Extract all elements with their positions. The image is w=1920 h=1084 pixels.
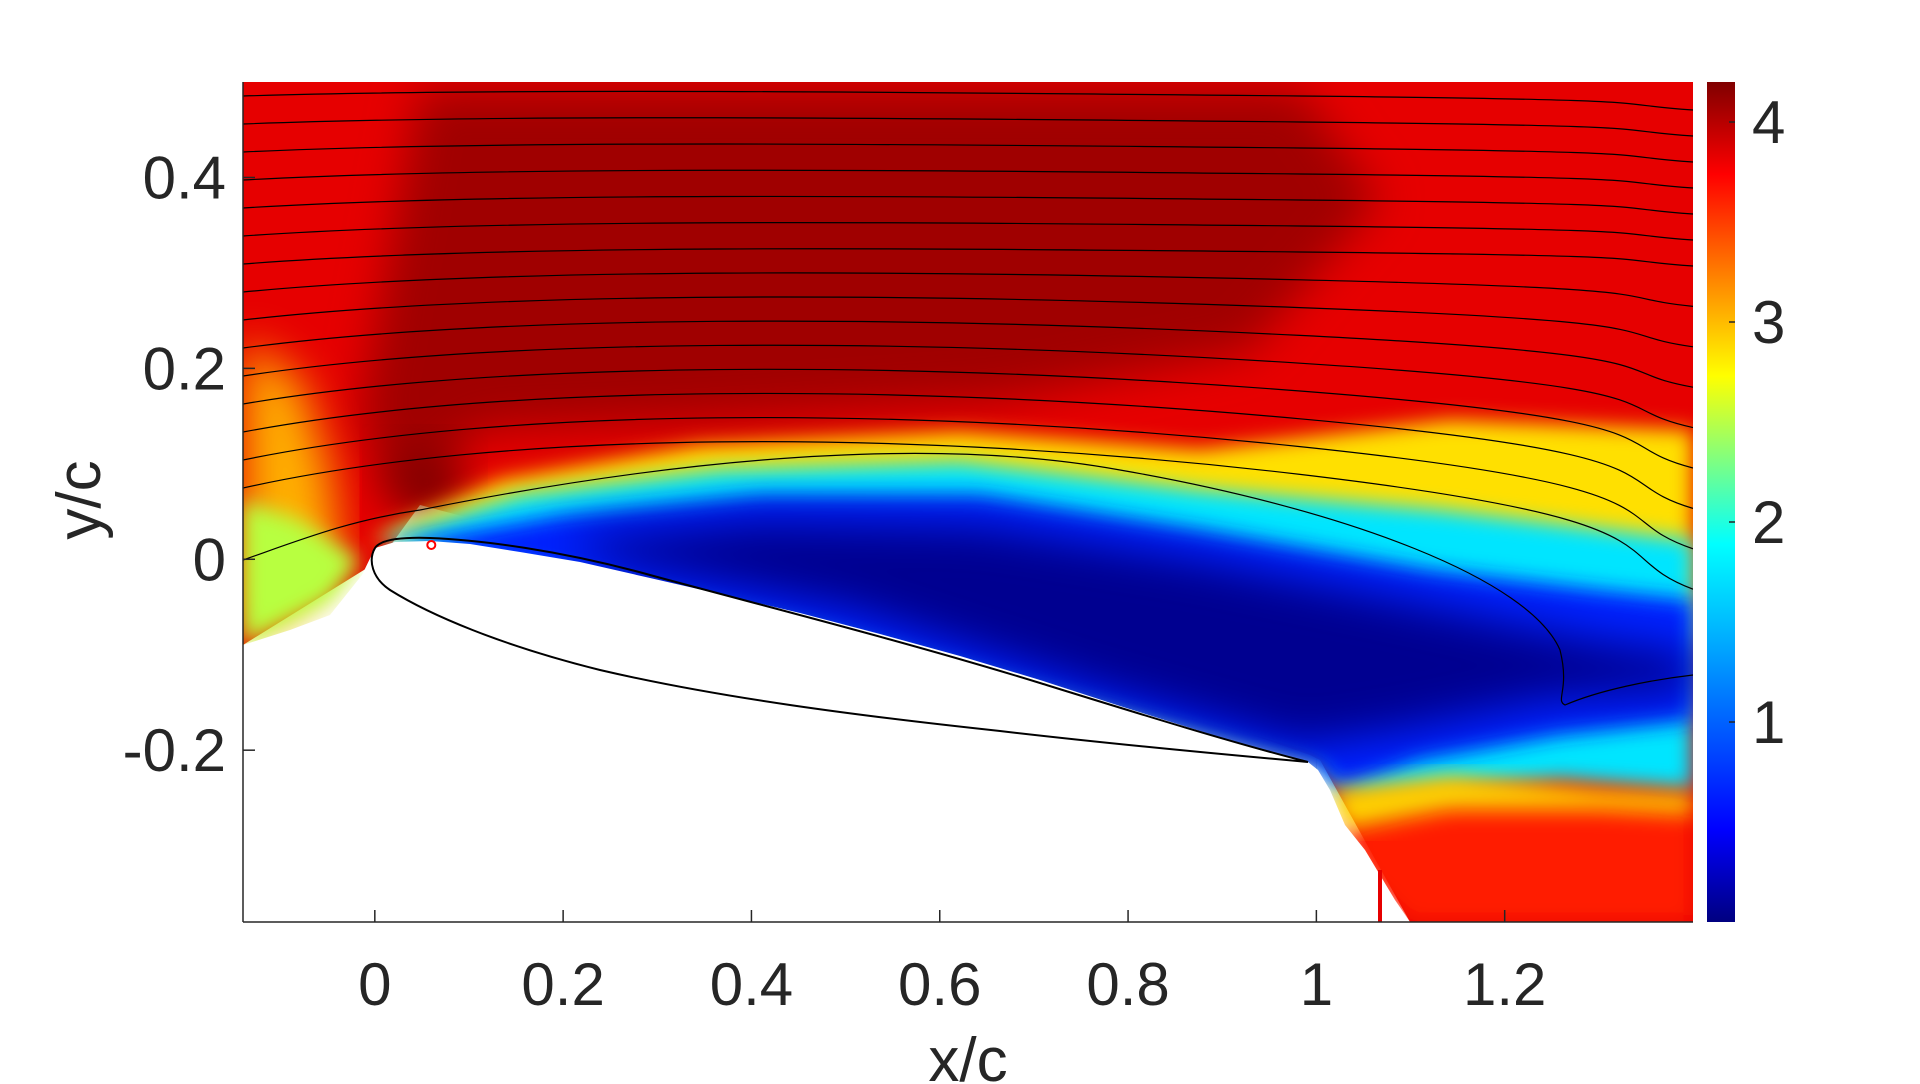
streamline	[243, 344, 1693, 429]
colorbar-tick-label: 1	[1752, 689, 1785, 756]
y-tick-label: 0	[193, 526, 226, 593]
x-axis-ticks: 0 0.2 0.4 0.6 0.8 1 1.2	[358, 910, 1546, 1018]
y-tick-label: 0.4	[143, 144, 226, 211]
x-tick-label: 0.8	[1086, 951, 1169, 1018]
x-tick-label: 0.4	[710, 951, 793, 1018]
streamline	[243, 143, 1693, 163]
x-tick-label: 1.2	[1463, 951, 1546, 1018]
x-axis-label: x/c	[928, 1026, 1007, 1084]
airfoil-outline	[370, 536, 1309, 763]
streamline	[243, 221, 1693, 241]
y-tick-label: -0.2	[123, 717, 226, 784]
streamline	[243, 248, 1693, 267]
streamline	[243, 320, 1693, 388]
field-dark-red-spot	[380, 440, 470, 520]
streamline	[243, 169, 1693, 189]
streamline	[243, 195, 1693, 215]
leading-edge-marker	[426, 539, 437, 550]
x-tick-label: 0.6	[898, 951, 981, 1018]
colorbar-tick-label: 4	[1752, 89, 1785, 156]
streamline	[243, 272, 1693, 307]
red-spike-artifact	[1378, 870, 1382, 922]
field-lower-yellow	[1330, 775, 1693, 830]
streamline	[243, 368, 1693, 469]
colorbar-tick-label: 3	[1752, 289, 1785, 356]
streamline	[243, 416, 1693, 550]
contour-field	[243, 82, 1693, 922]
streamline	[243, 90, 1693, 111]
x-tick-label: 1	[1300, 951, 1333, 1018]
field-inflow-green	[243, 500, 360, 645]
streamline	[243, 117, 1693, 137]
streamlines	[243, 90, 1693, 706]
x-tick-label: 0	[358, 951, 391, 1018]
y-axis-label: y/c	[45, 460, 114, 539]
streamline	[243, 441, 1693, 590]
streamline	[243, 296, 1693, 348]
y-tick-label: 0.2	[143, 335, 226, 402]
masked-region	[243, 541, 1410, 922]
y-axis-ticks: -0.2 0 0.2 0.4	[123, 144, 255, 784]
colorbar-ticks: 1 2 3 4	[1729, 89, 1785, 756]
field-wake-dark-blue	[560, 520, 1693, 745]
field-dark-red-core	[360, 90, 1380, 500]
streamline	[243, 392, 1693, 509]
colorbar	[1707, 82, 1735, 922]
colorbar-tick-label: 2	[1752, 489, 1785, 556]
x-tick-label: 0.2	[521, 951, 604, 1018]
field-lower-red	[1340, 800, 1693, 922]
streamline	[243, 452, 1693, 706]
